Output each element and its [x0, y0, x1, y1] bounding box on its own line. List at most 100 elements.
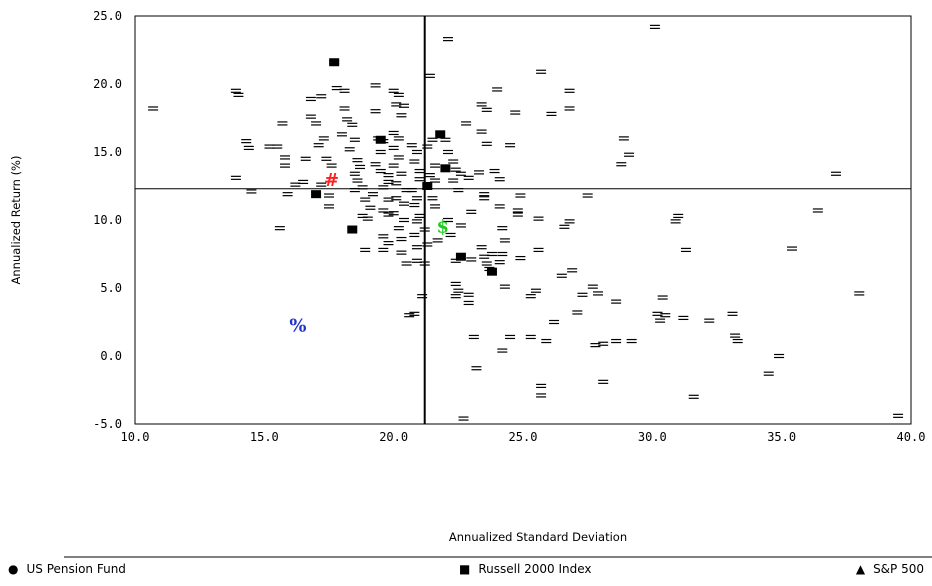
data-point — [362, 216, 373, 221]
data-point — [409, 202, 420, 208]
data-point — [414, 213, 425, 219]
data-point — [298, 179, 309, 185]
data-point — [316, 94, 327, 99]
data-point — [590, 343, 601, 348]
data-point — [344, 147, 355, 152]
filled-data-point — [455, 252, 466, 261]
filled-data-point — [435, 130, 446, 139]
data-point — [479, 192, 490, 197]
y-tick-label: 20.0 — [93, 77, 122, 91]
data-point — [411, 196, 422, 201]
data-point — [352, 178, 363, 183]
data-point — [411, 149, 422, 155]
data-point — [474, 170, 485, 175]
data-point — [243, 145, 254, 151]
axis-ticks: 10.0 15.0 20.0 25.0 30.0 35.0 40.0 25.0 20.0 15.0… — [93, 9, 925, 444]
data-point — [430, 178, 441, 183]
data-point — [730, 333, 741, 338]
data-point — [450, 167, 461, 172]
legend-label: Russell 2000 Index — [478, 562, 592, 576]
data-point — [311, 121, 322, 126]
data-point — [525, 294, 536, 299]
data-point — [342, 117, 353, 122]
data-point — [233, 92, 244, 97]
data-point — [670, 219, 681, 224]
data-point — [339, 106, 350, 111]
data-point — [378, 208, 389, 213]
data-point — [704, 318, 715, 323]
data-point — [450, 294, 461, 299]
data-point — [277, 121, 288, 126]
legend-label: S&P 500 — [873, 562, 924, 576]
data-point — [556, 273, 567, 278]
data-point — [148, 106, 159, 111]
data-point — [598, 379, 609, 384]
data-point — [812, 208, 823, 213]
data-point — [318, 136, 329, 141]
data-point — [442, 37, 453, 42]
data-point — [300, 156, 311, 161]
data-point — [536, 69, 547, 74]
data-point — [489, 168, 500, 174]
data-point — [448, 159, 459, 164]
data-point — [391, 102, 402, 107]
y-tick-label: -5.0 — [93, 417, 122, 431]
data-point — [365, 205, 376, 210]
data-point — [370, 109, 381, 114]
y-tick-label: 10.0 — [93, 213, 122, 227]
data-point — [246, 189, 257, 194]
data-point — [280, 163, 291, 168]
data-point — [515, 193, 526, 198]
data-point — [468, 334, 479, 340]
data-point — [401, 261, 412, 266]
x-tick-label: 40.0 — [897, 430, 926, 444]
data-point — [564, 88, 575, 93]
filled-data-point — [347, 225, 358, 234]
data-point — [463, 175, 474, 180]
data-point — [611, 299, 622, 304]
legend-entry-russell-2000: ■ Russell 2000 Index — [459, 562, 592, 576]
data-point — [471, 366, 482, 371]
data-point — [515, 255, 526, 261]
legend-label: US Pension Fund — [26, 562, 126, 576]
data-point — [549, 319, 560, 325]
filled-data-point — [440, 164, 451, 173]
x-axis-title: Annualized Standard Deviation — [449, 530, 627, 544]
data-point — [497, 226, 508, 231]
data-point — [587, 284, 598, 289]
x-tick-label: 10.0 — [121, 430, 150, 444]
data-point — [559, 224, 570, 229]
data-point — [414, 168, 425, 174]
data-point — [383, 173, 394, 178]
data-point — [577, 292, 588, 297]
data-point — [339, 88, 350, 93]
data-point — [378, 234, 389, 239]
data-point — [499, 238, 510, 243]
data-point — [313, 143, 324, 148]
data-point — [349, 171, 360, 176]
data-point — [430, 204, 441, 209]
y-axis-title: Annualized Return (%) — [9, 156, 23, 285]
data-point — [388, 88, 399, 93]
data-point — [688, 394, 699, 399]
data-point — [530, 288, 541, 293]
triangle-icon: ▲ — [855, 562, 866, 576]
data-point — [476, 102, 487, 107]
data-point — [445, 232, 456, 238]
data-point — [533, 247, 544, 253]
data-point — [616, 162, 627, 167]
data-point — [349, 137, 360, 142]
data-point — [383, 197, 394, 202]
data-point — [512, 212, 523, 217]
data-point — [546, 111, 557, 117]
data-point — [533, 216, 544, 221]
data-point — [505, 143, 516, 148]
filled-data-point — [375, 135, 386, 144]
data-point — [388, 145, 399, 151]
data-point — [375, 168, 386, 174]
data-point — [572, 310, 583, 315]
data-point — [316, 182, 327, 187]
data-point — [463, 292, 474, 297]
x-tick-label: 30.0 — [638, 430, 667, 444]
data-point — [453, 288, 464, 293]
